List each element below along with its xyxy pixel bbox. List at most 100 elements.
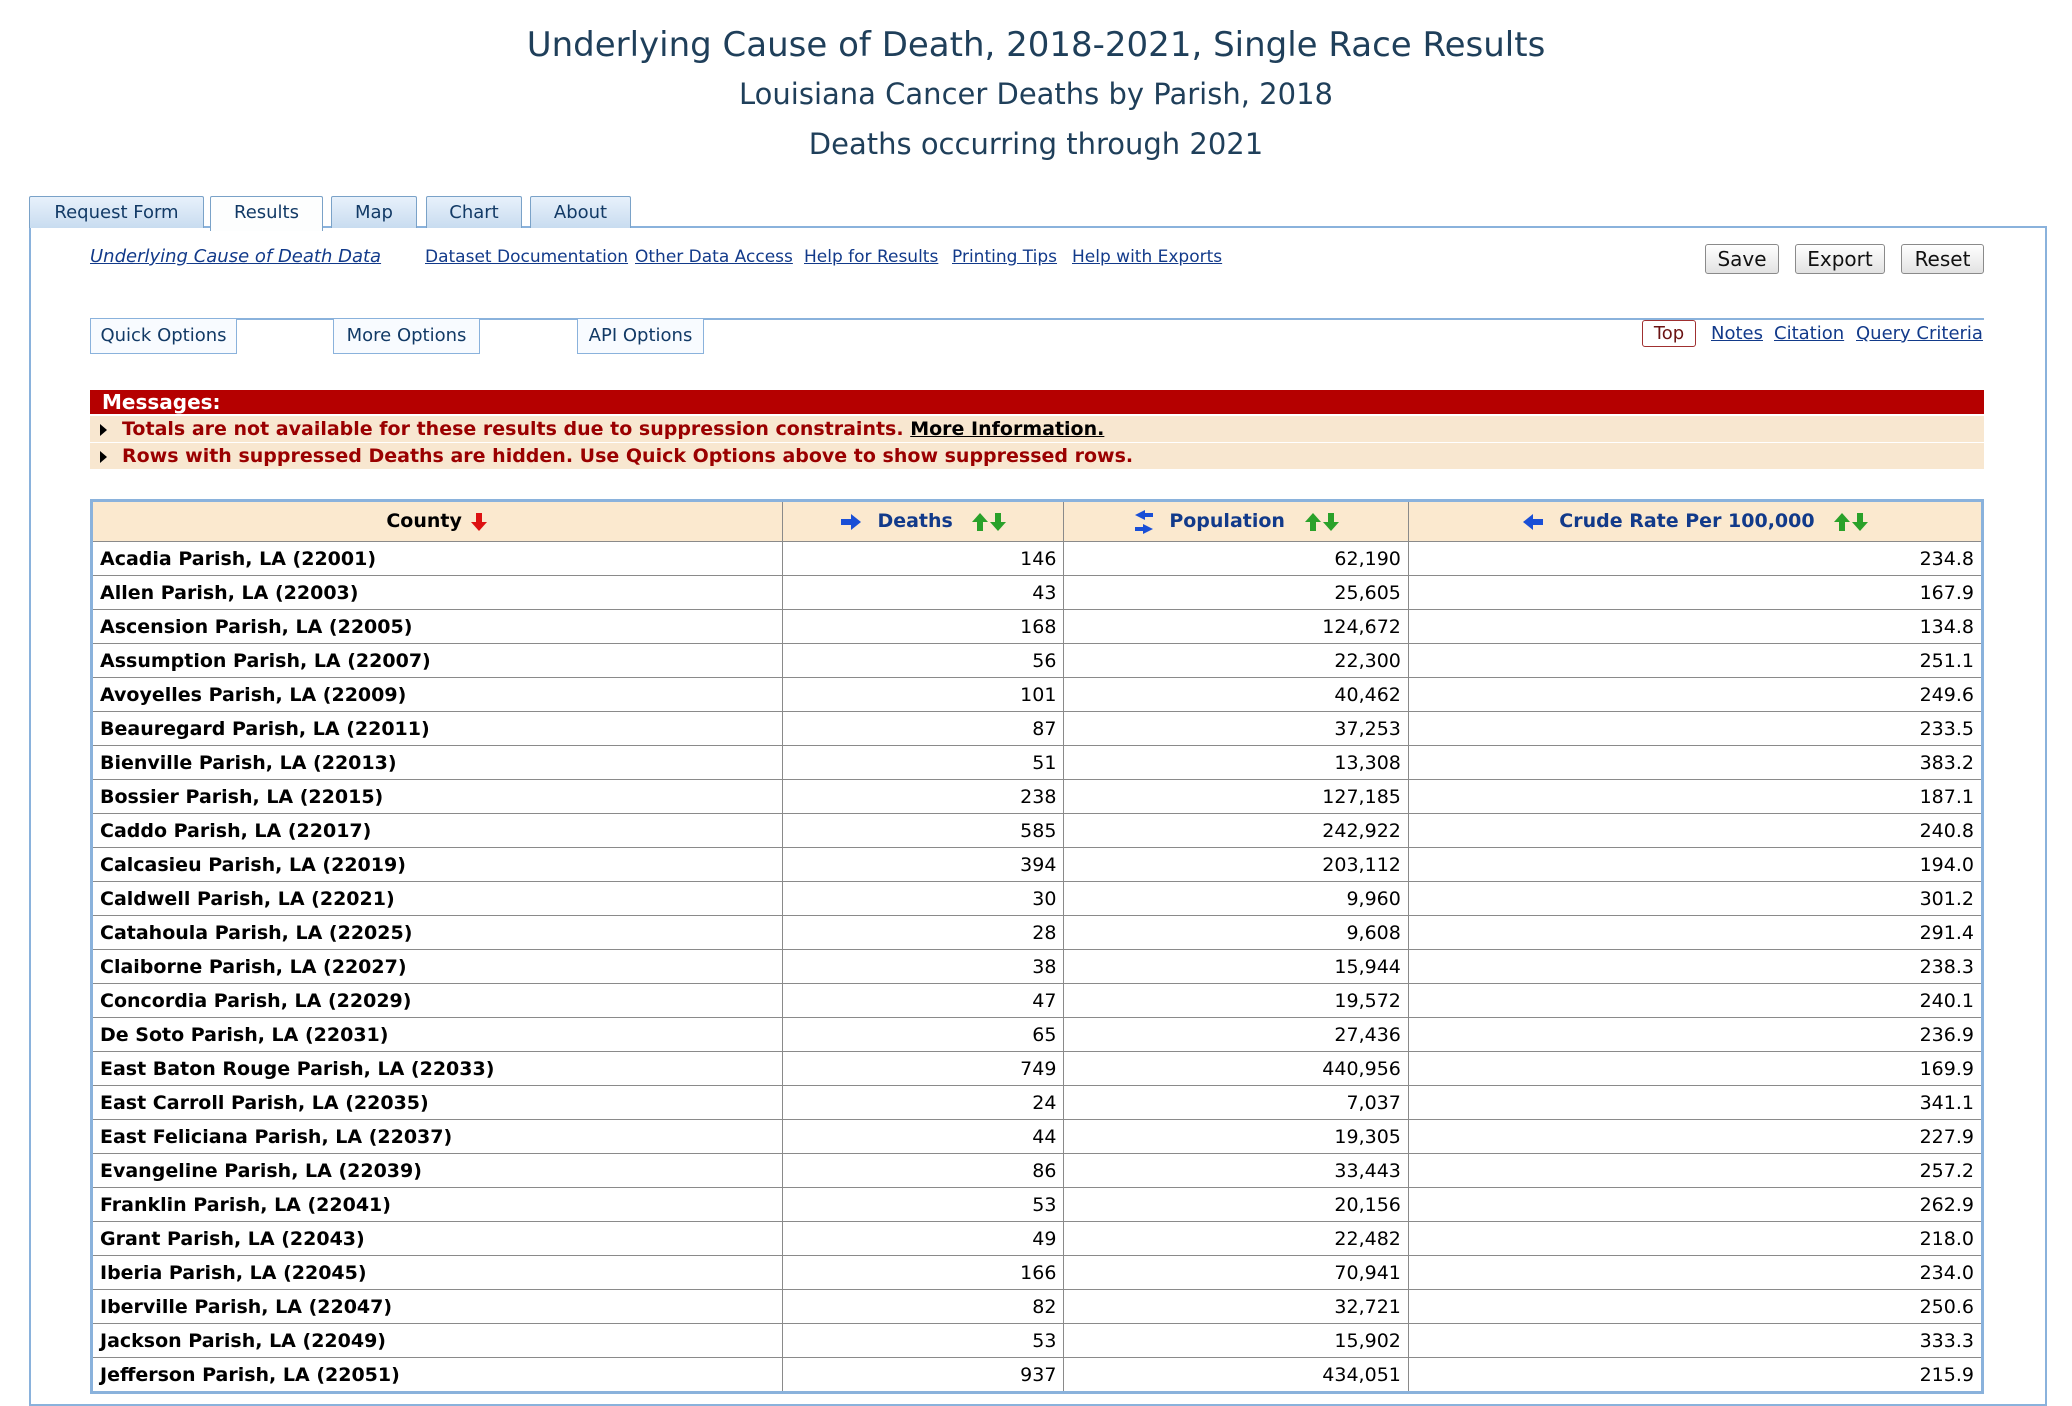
page-title: Underlying Cause of Death, 2018-2021, Si… [526,25,1546,65]
cell-county: East Feliciana Parish, LA (22037) [91,1119,783,1154]
cell-population: 32,721 [1063,1289,1409,1324]
cell-population: 40,462 [1063,677,1409,712]
column-label-crude-rate: Crude Rate Per 100,000 [1559,510,1815,533]
cell-county: Iberville Parish, LA (22047) [91,1289,783,1324]
query-criteria-link[interactable]: Query Criteria [1856,323,1983,344]
reset-button[interactable]: Reset [1901,244,1984,274]
cell-county: Catahoula Parish, LA (22025) [91,915,783,950]
cell-county: Beauregard Parish, LA (22011) [91,711,783,746]
tab-request-form[interactable]: Request Form [29,196,204,228]
cell-population: 440,956 [1063,1051,1409,1086]
table-row: Evangeline Parish, LA (22039) 86 33,443 257… [91,1153,1984,1188]
page-subtitle: Louisiana Cancer Deaths by Parish, 2018 [739,77,1333,111]
cell-population: 124,672 [1063,609,1409,644]
move-right-arrow-icon[interactable] [839,513,863,531]
link-printing-tips[interactable]: Printing Tips [952,247,1058,267]
cell-crude-rate: 251.1 [1407,643,1984,678]
expand-triangle-icon[interactable] [100,424,107,436]
cell-crude-rate: 169.9 [1407,1051,1984,1086]
more-information-link[interactable]: More Information. [910,418,1105,440]
cell-deaths: 82 [781,1289,1065,1324]
table-row: Avoyelles Parish, LA (22009) 101 40,462 249… [91,677,1984,712]
cell-deaths: 51 [781,745,1065,780]
swap-arrows-icon[interactable] [1133,509,1155,535]
table-row: De Soto Parish, LA (22031) 65 27,436 236.9 [91,1017,1984,1052]
quick-options-button[interactable]: Quick Options [90,319,237,354]
cell-population: 127,185 [1063,779,1409,814]
column-header-crude-rate[interactable]: Crude Rate Per 100,000 [1407,500,1984,542]
table-row: East Feliciana Parish, LA (22037) 44 19,30… [91,1119,1984,1154]
cell-county: Bienville Parish, LA (22013) [91,745,783,780]
cell-county: Ascension Parish, LA (22005) [91,609,783,644]
table-row: East Carroll Parish, LA (22035) 24 7,037 34… [91,1085,1984,1120]
cell-population: 62,190 [1063,541,1409,576]
table-row: Jefferson Parish, LA (22051) 937 434,051 21… [91,1357,1984,1393]
tab-results[interactable]: Results [210,196,323,231]
table-row: Iberia Parish, LA (22045) 166 70,941 234.0 [91,1255,1984,1290]
cell-county: Bossier Parish, LA (22015) [91,779,783,814]
table-row: Beauregard Parish, LA (22011) 87 37,253 233… [91,711,1984,746]
column-header-deaths[interactable]: Deaths [781,500,1065,542]
cell-population: 22,482 [1063,1221,1409,1256]
cell-deaths: 47 [781,983,1065,1018]
save-button[interactable]: Save [1705,244,1779,274]
tab-map[interactable]: Map [331,196,417,228]
cell-population: 15,944 [1063,949,1409,984]
cell-deaths: 28 [781,915,1065,950]
cell-deaths: 49 [781,1221,1065,1256]
cell-county: Caddo Parish, LA (22017) [91,813,783,848]
column-header-county[interactable]: County [91,500,783,542]
tab-about[interactable]: About [530,196,631,228]
page-subtitle-2: Deaths occurring through 2021 [808,127,1264,161]
results-table: County Deaths [90,499,1984,1394]
sort-up-down-icon[interactable] [971,511,1007,533]
link-dataset-documentation[interactable]: Dataset Documentation [425,247,629,267]
move-left-arrow-icon[interactable] [1521,513,1545,531]
cell-county: Iberia Parish, LA (22045) [91,1255,783,1290]
cell-crude-rate: 341.1 [1407,1085,1984,1120]
cell-population: 27,436 [1063,1017,1409,1052]
cell-deaths: 937 [781,1357,1065,1393]
sort-up-down-icon[interactable] [1833,511,1869,533]
export-button[interactable]: Export [1795,244,1885,274]
cell-deaths: 168 [781,609,1065,644]
cell-crude-rate: 262.9 [1407,1187,1984,1222]
message-suppressed-text: Rows with suppressed Deaths are hidden. … [122,445,1134,467]
table-row: Ascension Parish, LA (22005) 168 124,672 13… [91,609,1984,644]
cell-crude-rate: 187.1 [1407,779,1984,814]
cell-crude-rate: 238.3 [1407,949,1984,984]
message-totals-text: Totals are not available for these resul… [122,418,904,440]
expand-triangle-icon[interactable] [100,451,107,463]
citation-link[interactable]: Citation [1774,323,1845,344]
table-row: Bienville Parish, LA (22013) 51 13,308 383.… [91,745,1984,780]
sort-up-down-icon[interactable] [1304,511,1340,533]
cell-county: Caldwell Parish, LA (22021) [91,881,783,916]
table-row: Bossier Parish, LA (22015) 238 127,185 187.… [91,779,1984,814]
table-row: Claiborne Parish, LA (22027) 38 15,944 238.… [91,949,1984,984]
column-label-county: County [386,510,462,533]
link-help-with-exports[interactable]: Help with Exports [1072,247,1223,267]
cell-crude-rate: 234.0 [1407,1255,1984,1290]
cell-county: Claiborne Parish, LA (22027) [91,949,783,984]
cell-county: Franklin Parish, LA (22041) [91,1187,783,1222]
cell-crude-rate: 291.4 [1407,915,1984,950]
column-header-population[interactable]: Population [1063,500,1409,542]
cell-population: 9,608 [1063,915,1409,950]
link-other-data-access[interactable]: Other Data Access [635,247,793,267]
cell-county: East Carroll Parish, LA (22035) [91,1085,783,1120]
cell-crude-rate: 218.0 [1407,1221,1984,1256]
api-options-button[interactable]: API Options [577,319,704,354]
more-options-button[interactable]: More Options [333,319,480,354]
cell-population: 22,300 [1063,643,1409,678]
notes-link[interactable]: Notes [1711,323,1763,344]
table-row: Catahoula Parish, LA (22025) 28 9,608 291.4 [91,915,1984,950]
top-link[interactable]: Top [1642,320,1696,347]
sort-descending-icon[interactable] [469,511,489,533]
cell-crude-rate: 383.2 [1407,745,1984,780]
tab-chart[interactable]: Chart [426,196,522,228]
table-row: Acadia Parish, LA (22001) 146 62,190 234.8 [91,541,1984,576]
cell-county: Acadia Parish, LA (22001) [91,541,783,576]
link-ucd-data[interactable]: Underlying Cause of Death Data [90,246,382,267]
messages-header: Messages: [90,390,1984,414]
link-help-for-results[interactable]: Help for Results [804,247,939,267]
